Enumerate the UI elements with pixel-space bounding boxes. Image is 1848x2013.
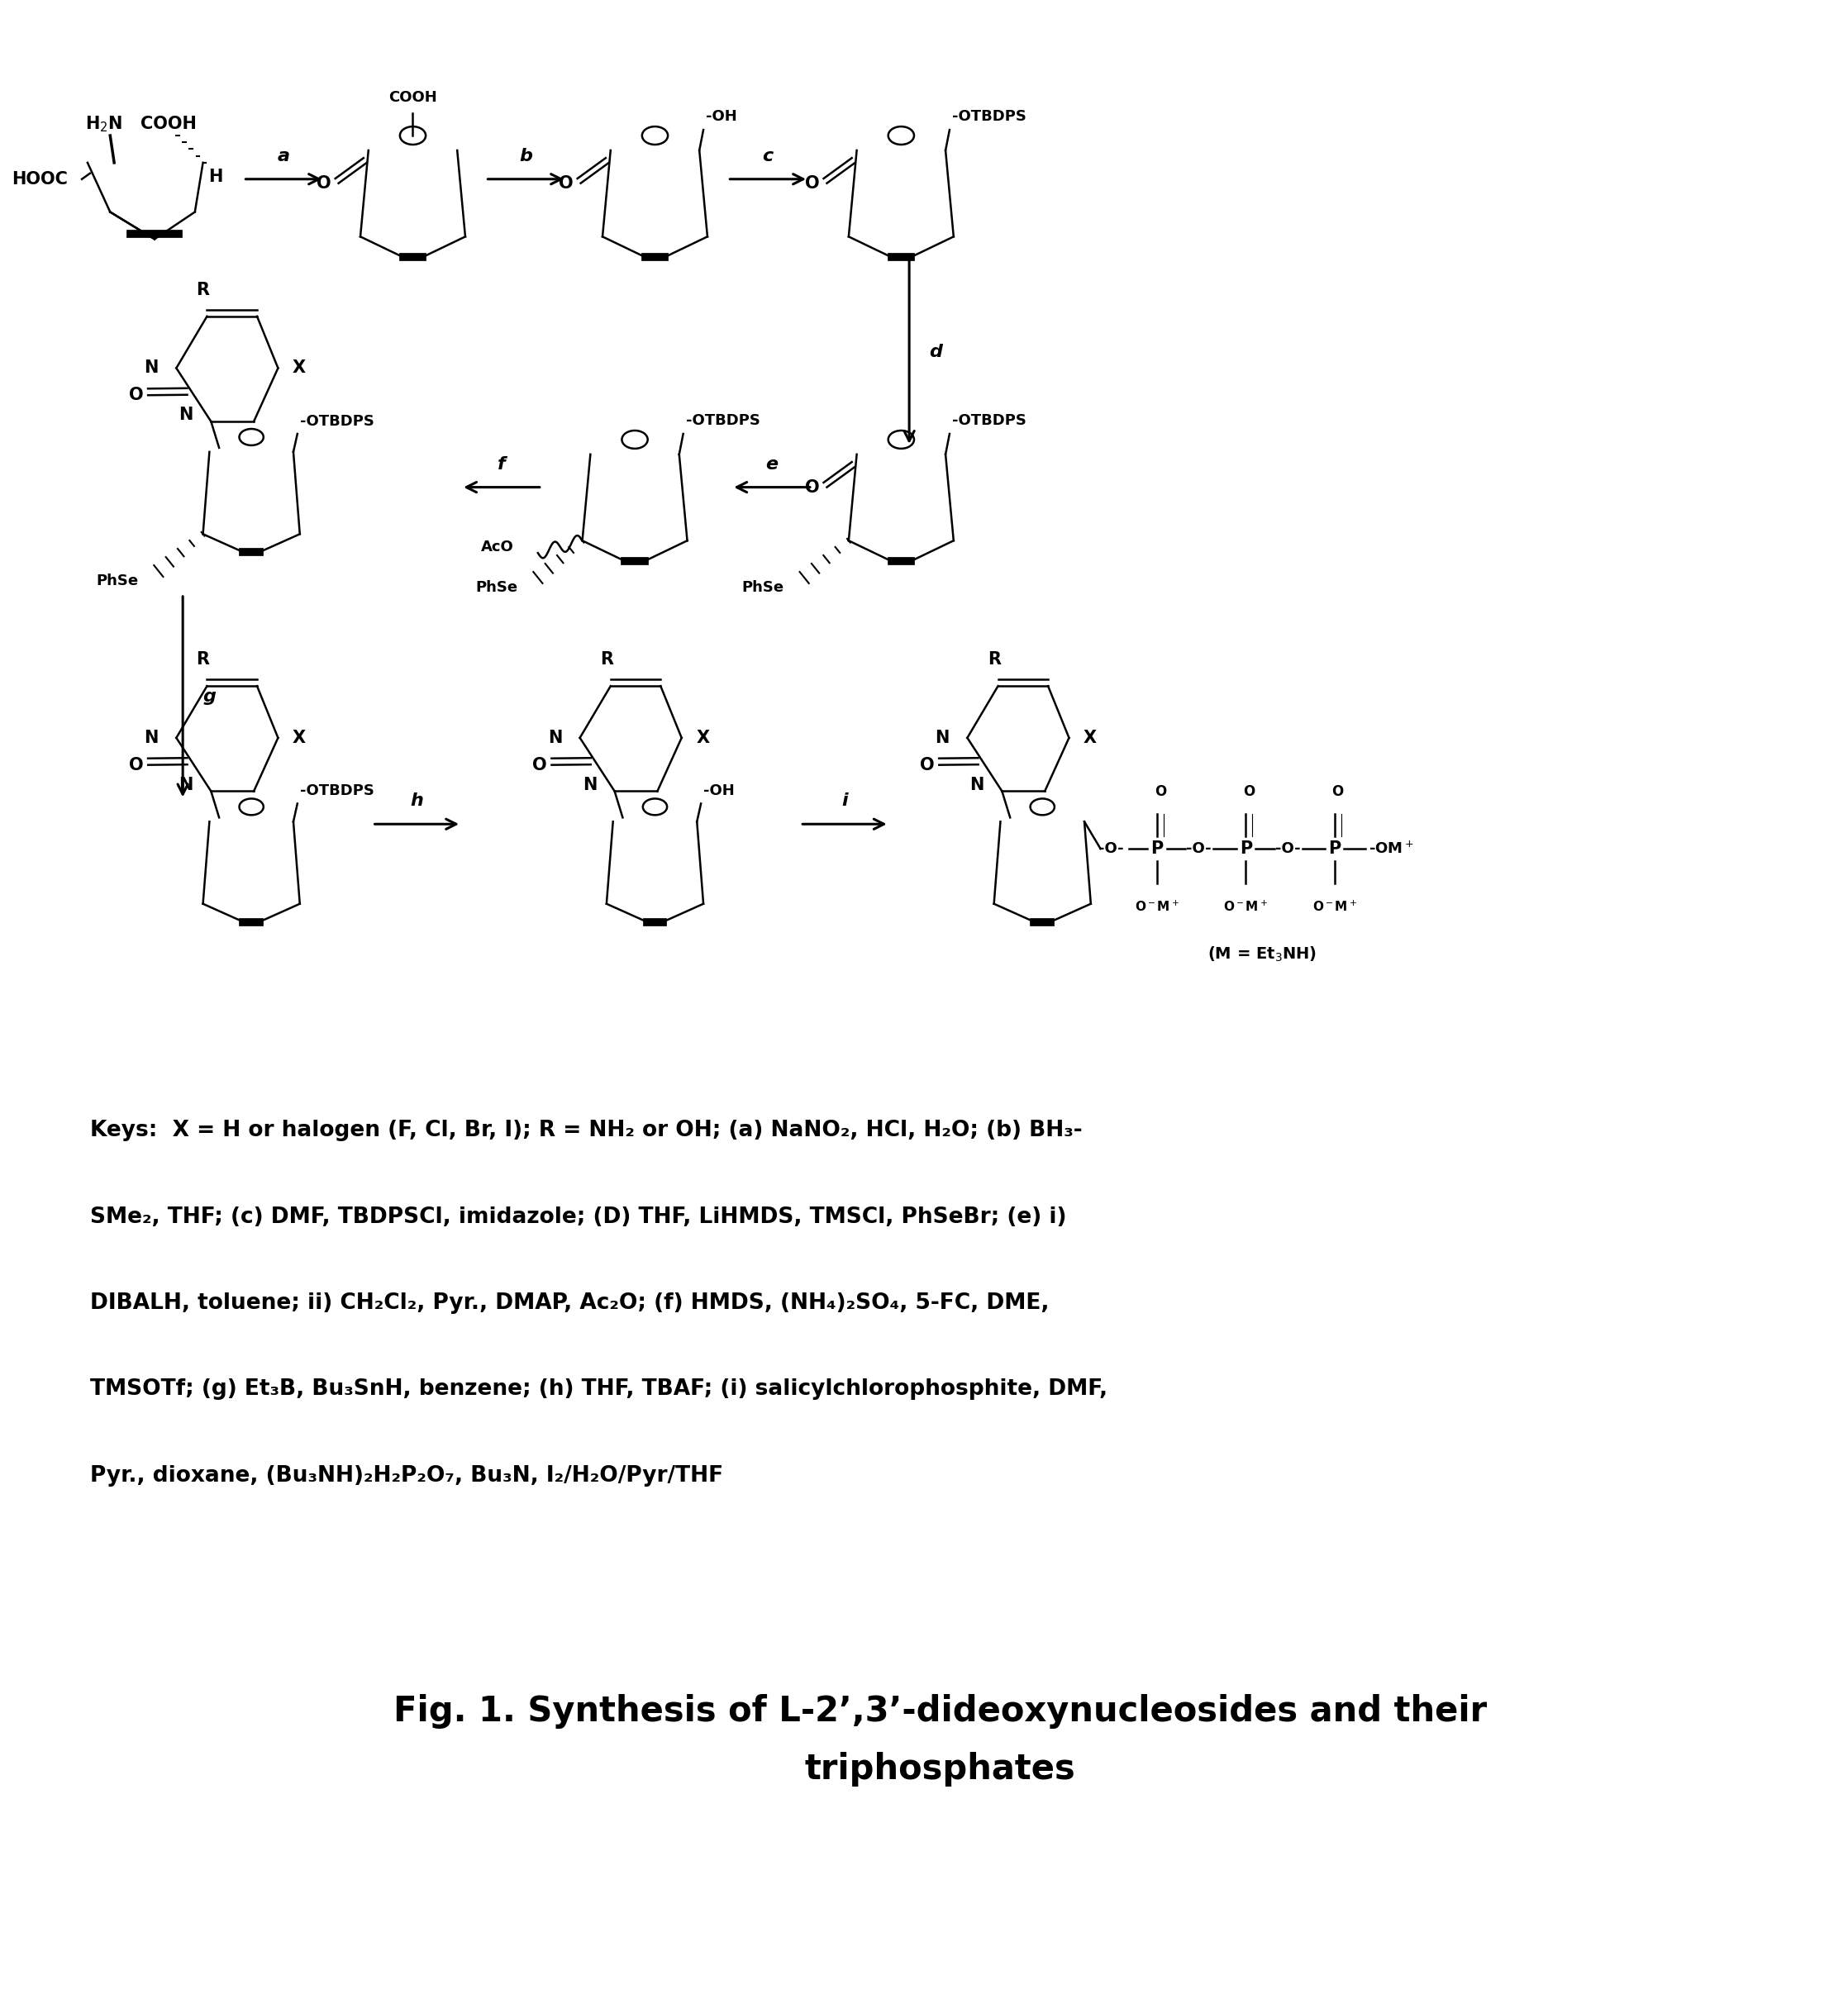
Text: R: R: [196, 652, 209, 668]
Text: O: O: [1244, 785, 1255, 799]
Text: a: a: [277, 147, 290, 165]
Text: P: P: [1151, 841, 1162, 858]
Text: TMSOTf; (g) Et₃B, Bu₃SnH, benzene; (h) THF, TBAF; (i) salicylchlorophosphite, DM: TMSOTf; (g) Et₃B, Bu₃SnH, benzene; (h) T…: [91, 1379, 1107, 1401]
Text: COOH: COOH: [388, 91, 438, 105]
Text: P: P: [1329, 841, 1342, 858]
Text: O: O: [1332, 785, 1343, 799]
Text: -O-: -O-: [1098, 841, 1124, 856]
Text: N: N: [935, 729, 950, 747]
Text: i: i: [841, 793, 848, 809]
Text: O$^-$M$^+$: O$^-$M$^+$: [1312, 900, 1356, 914]
Text: P: P: [1240, 841, 1253, 858]
Text: N: N: [547, 729, 562, 747]
Text: DIBALH, toluene; ii) CH₂Cl₂, Pyr., DMAP, Ac₂O; (f) HMDS, (NH₄)₂SO₄, 5-FC, DME,: DIBALH, toluene; ii) CH₂Cl₂, Pyr., DMAP,…: [91, 1292, 1050, 1314]
Text: triphosphates: triphosphates: [804, 1751, 1076, 1786]
Text: O: O: [316, 175, 331, 191]
Text: O: O: [532, 757, 547, 773]
Text: e: e: [765, 455, 778, 473]
Text: -O-: -O-: [1275, 841, 1301, 856]
Text: N: N: [970, 777, 985, 793]
Text: f: f: [497, 455, 506, 473]
Text: -OTBDPS: -OTBDPS: [299, 783, 373, 799]
Text: H$_2$N: H$_2$N: [85, 115, 122, 133]
Text: R: R: [196, 282, 209, 298]
Text: d: d: [930, 344, 942, 360]
Text: X: X: [1083, 729, 1098, 747]
Text: R: R: [601, 652, 614, 668]
Text: PhSe: PhSe: [741, 580, 784, 596]
Text: -OTBDPS: -OTBDPS: [952, 413, 1026, 429]
Text: O$^-$M$^+$: O$^-$M$^+$: [1223, 900, 1268, 914]
Text: R: R: [987, 652, 1000, 668]
Text: -OTBDPS: -OTBDPS: [686, 413, 760, 429]
Text: Keys:  X = H or halogen (F, Cl, Br, I); R = NH₂ or OH; (a) NaNO₂, HCl, H₂O; (b) : Keys: X = H or halogen (F, Cl, Br, I); R…: [91, 1119, 1083, 1141]
Text: COOH: COOH: [140, 117, 196, 133]
Text: SMe₂, THF; (c) DMF, TBDPSCl, imidazole; (D) THF, LiHMDS, TMSCl, PhSeBr; (e) i): SMe₂, THF; (c) DMF, TBDPSCl, imidazole; …: [91, 1206, 1066, 1228]
Text: -OH: -OH: [706, 109, 737, 125]
Text: H: H: [209, 169, 224, 185]
Text: PhSe: PhSe: [96, 574, 139, 588]
Text: N: N: [582, 777, 597, 793]
Text: N: N: [144, 360, 159, 376]
Text: N: N: [144, 729, 159, 747]
Text: -OTBDPS: -OTBDPS: [952, 109, 1026, 125]
Text: -OM$^+$: -OM$^+$: [1369, 841, 1414, 858]
Text: N: N: [179, 407, 194, 423]
Text: O: O: [920, 757, 935, 773]
Text: HOOC: HOOC: [13, 171, 68, 187]
Text: c: c: [763, 147, 774, 165]
Text: X: X: [292, 729, 307, 747]
Text: -OTBDPS: -OTBDPS: [299, 415, 373, 429]
Text: O: O: [129, 757, 144, 773]
Text: Pyr., dioxane, (Bu₃NH)₂H₂P₂O₇, Bu₃N, I₂/H₂O/Pyr/THF: Pyr., dioxane, (Bu₃NH)₂H₂P₂O₇, Bu₃N, I₂/…: [91, 1465, 723, 1486]
Text: O: O: [806, 479, 821, 495]
Text: N: N: [179, 777, 194, 793]
Text: AcO: AcO: [480, 539, 514, 556]
Text: O$^-$M$^+$: O$^-$M$^+$: [1135, 900, 1179, 914]
Text: (M = Et$_3$NH): (M = Et$_3$NH): [1207, 944, 1316, 962]
Text: O: O: [806, 175, 821, 191]
Text: O: O: [1155, 785, 1166, 799]
Text: b: b: [519, 147, 532, 165]
Text: O: O: [129, 386, 144, 403]
Text: X: X: [697, 729, 710, 747]
Text: g: g: [203, 688, 216, 705]
Text: -OH: -OH: [704, 783, 736, 799]
Text: -O-: -O-: [1186, 841, 1212, 856]
Text: Fig. 1. Synthesis of L-2’,3’-dideoxynucleosides and their: Fig. 1. Synthesis of L-2’,3’-dideoxynucl…: [394, 1695, 1486, 1729]
Text: O: O: [558, 175, 573, 191]
Text: PhSe: PhSe: [475, 580, 517, 596]
Text: X: X: [292, 360, 307, 376]
Text: h: h: [410, 793, 423, 809]
